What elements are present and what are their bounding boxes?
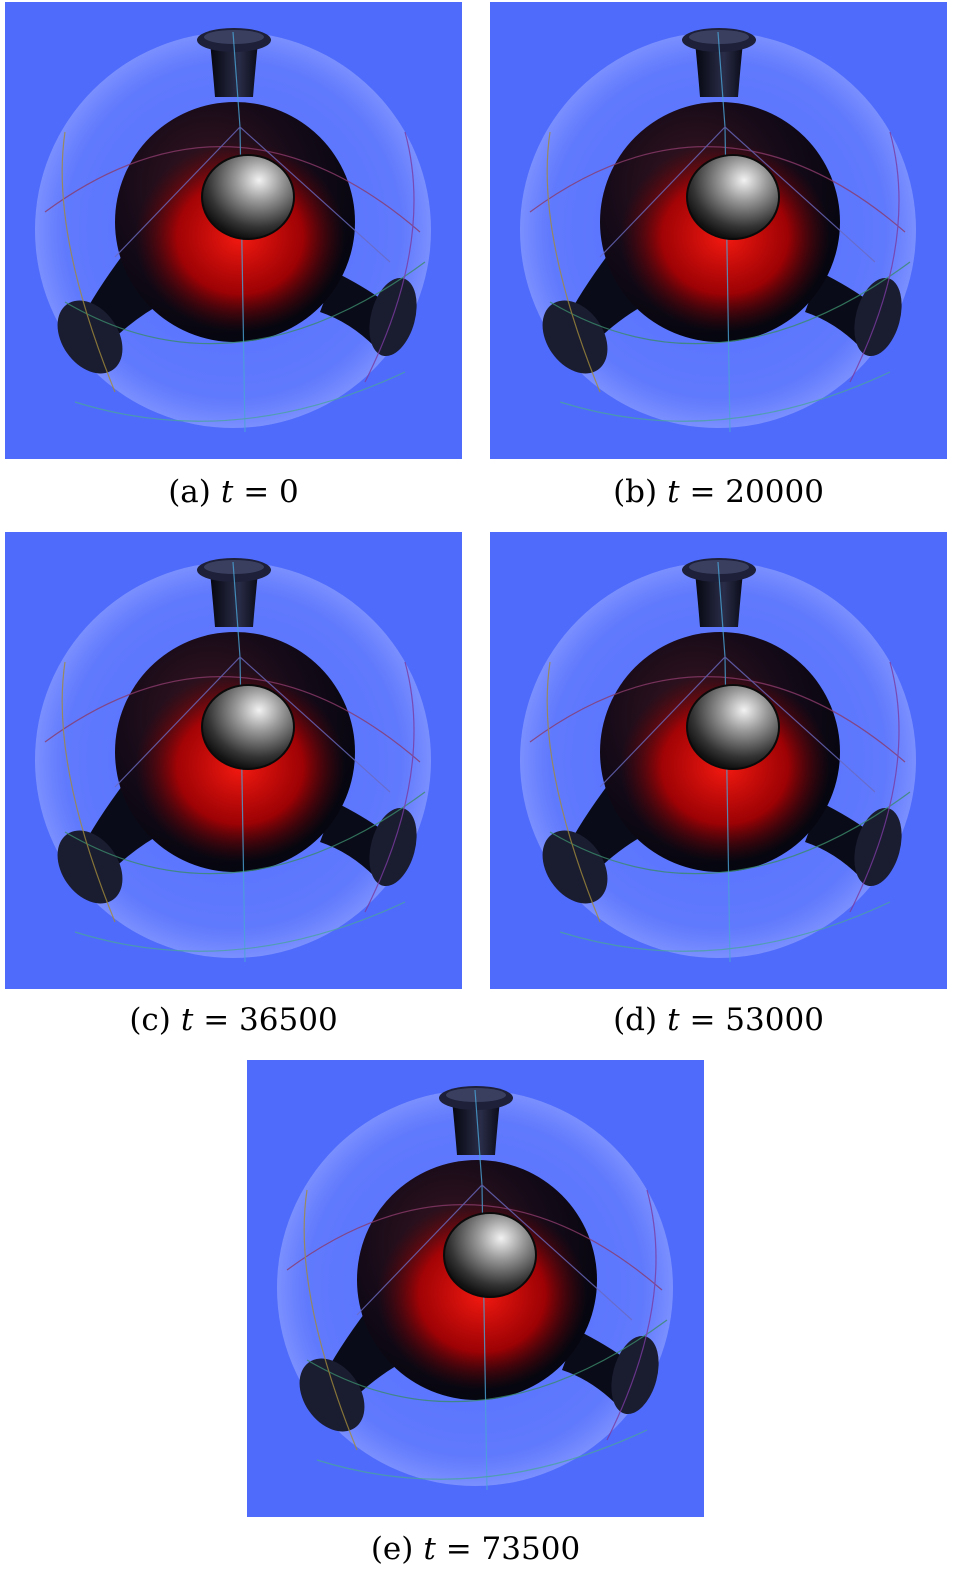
caption-c-label: (c) xyxy=(129,1002,171,1038)
caption-e-var: t xyxy=(423,1531,436,1567)
caption-c-var: t xyxy=(180,1002,194,1038)
caption-b-eq: = xyxy=(689,474,716,510)
caption-e-eq: = xyxy=(445,1531,472,1567)
panel-e-image xyxy=(247,1060,704,1517)
caption-e-value: 73500 xyxy=(481,1531,581,1567)
caption-d-var: t xyxy=(667,1002,680,1038)
caption-c-eq: = xyxy=(203,1002,230,1038)
caption-c-value: 36500 xyxy=(239,1002,338,1038)
panel-b-image xyxy=(490,2,947,459)
panel-c-image xyxy=(5,532,462,989)
panel-d-image xyxy=(490,532,947,989)
caption-b: (b) t = 20000 xyxy=(490,474,947,510)
panel-a-image xyxy=(5,2,462,459)
caption-a: (a) t = 0 xyxy=(5,474,462,510)
caption-a-label: (a) xyxy=(168,474,211,510)
caption-a-eq: = xyxy=(243,474,270,510)
caption-e-label: (e) xyxy=(370,1531,414,1567)
caption-b-value: 20000 xyxy=(725,474,824,510)
simulation-render-c xyxy=(5,532,462,989)
caption-d-eq: = xyxy=(689,1002,716,1038)
simulation-render-a xyxy=(5,2,462,459)
caption-d: (d) t = 53000 xyxy=(490,1002,947,1038)
caption-a-value: 0 xyxy=(279,474,299,510)
simulation-render-d xyxy=(490,532,947,989)
caption-d-label: (d) xyxy=(613,1002,658,1038)
caption-b-var: t xyxy=(667,474,680,510)
caption-e: (e) t = 73500 xyxy=(247,1531,704,1567)
simulation-render-b xyxy=(490,2,947,459)
caption-d-value: 53000 xyxy=(725,1002,824,1038)
caption-a-var: t xyxy=(220,474,234,510)
simulation-render-e xyxy=(247,1060,704,1517)
caption-c: (c) t = 36500 xyxy=(5,1002,462,1038)
caption-b-label: (b) xyxy=(613,474,658,510)
